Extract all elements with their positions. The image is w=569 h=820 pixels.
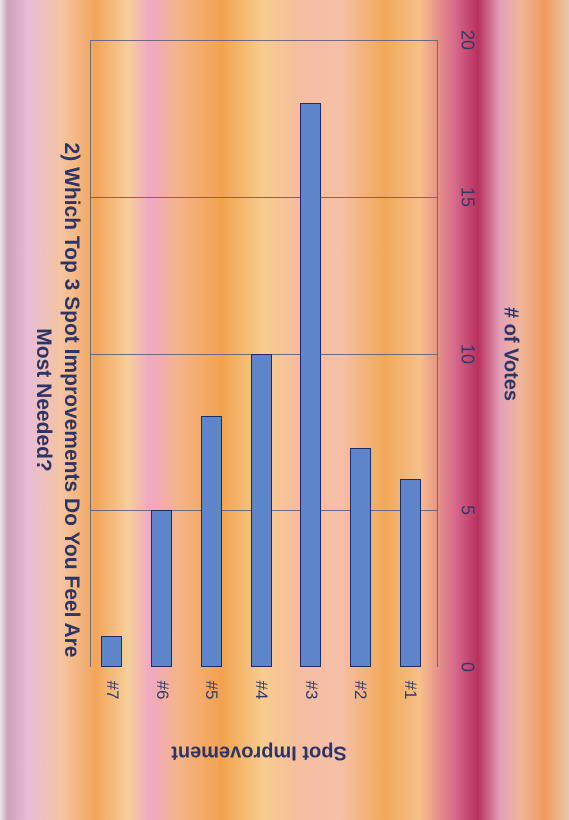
x-tick-label: 5 [457, 505, 478, 516]
category-label: #7 [102, 680, 122, 700]
chart-title-line-2: Most Needed? [32, 328, 55, 472]
category-label: #3 [301, 680, 321, 700]
bar [250, 353, 272, 667]
x-tick-label: 20 [457, 29, 478, 51]
x-axis-label: # of Votes [499, 306, 522, 402]
chart-title: 2) Which Top 3 Spot Improvements Do You … [29, 143, 85, 658]
bar [300, 102, 322, 667]
category-label: #5 [202, 680, 222, 700]
category-label: #2 [351, 680, 371, 700]
bar [200, 416, 222, 667]
chart-title-line-1: 2) Which Top 3 Spot Improvements Do You … [60, 142, 83, 658]
gridline [90, 196, 438, 198]
category-label: #4 [252, 680, 271, 700]
gridline [90, 40, 438, 41]
category-label: #1 [401, 680, 421, 700]
plot-area [90, 40, 438, 667]
y-axis-label: Spot Improvement [171, 741, 347, 764]
bar [399, 478, 421, 667]
bar [101, 635, 123, 667]
x-tick-label: 0 [457, 661, 478, 673]
category-label: #6 [152, 680, 172, 700]
x-tick-label: 15 [457, 186, 478, 207]
bar [151, 510, 173, 667]
bar [349, 447, 371, 667]
x-tick-label: 10 [457, 343, 478, 364]
